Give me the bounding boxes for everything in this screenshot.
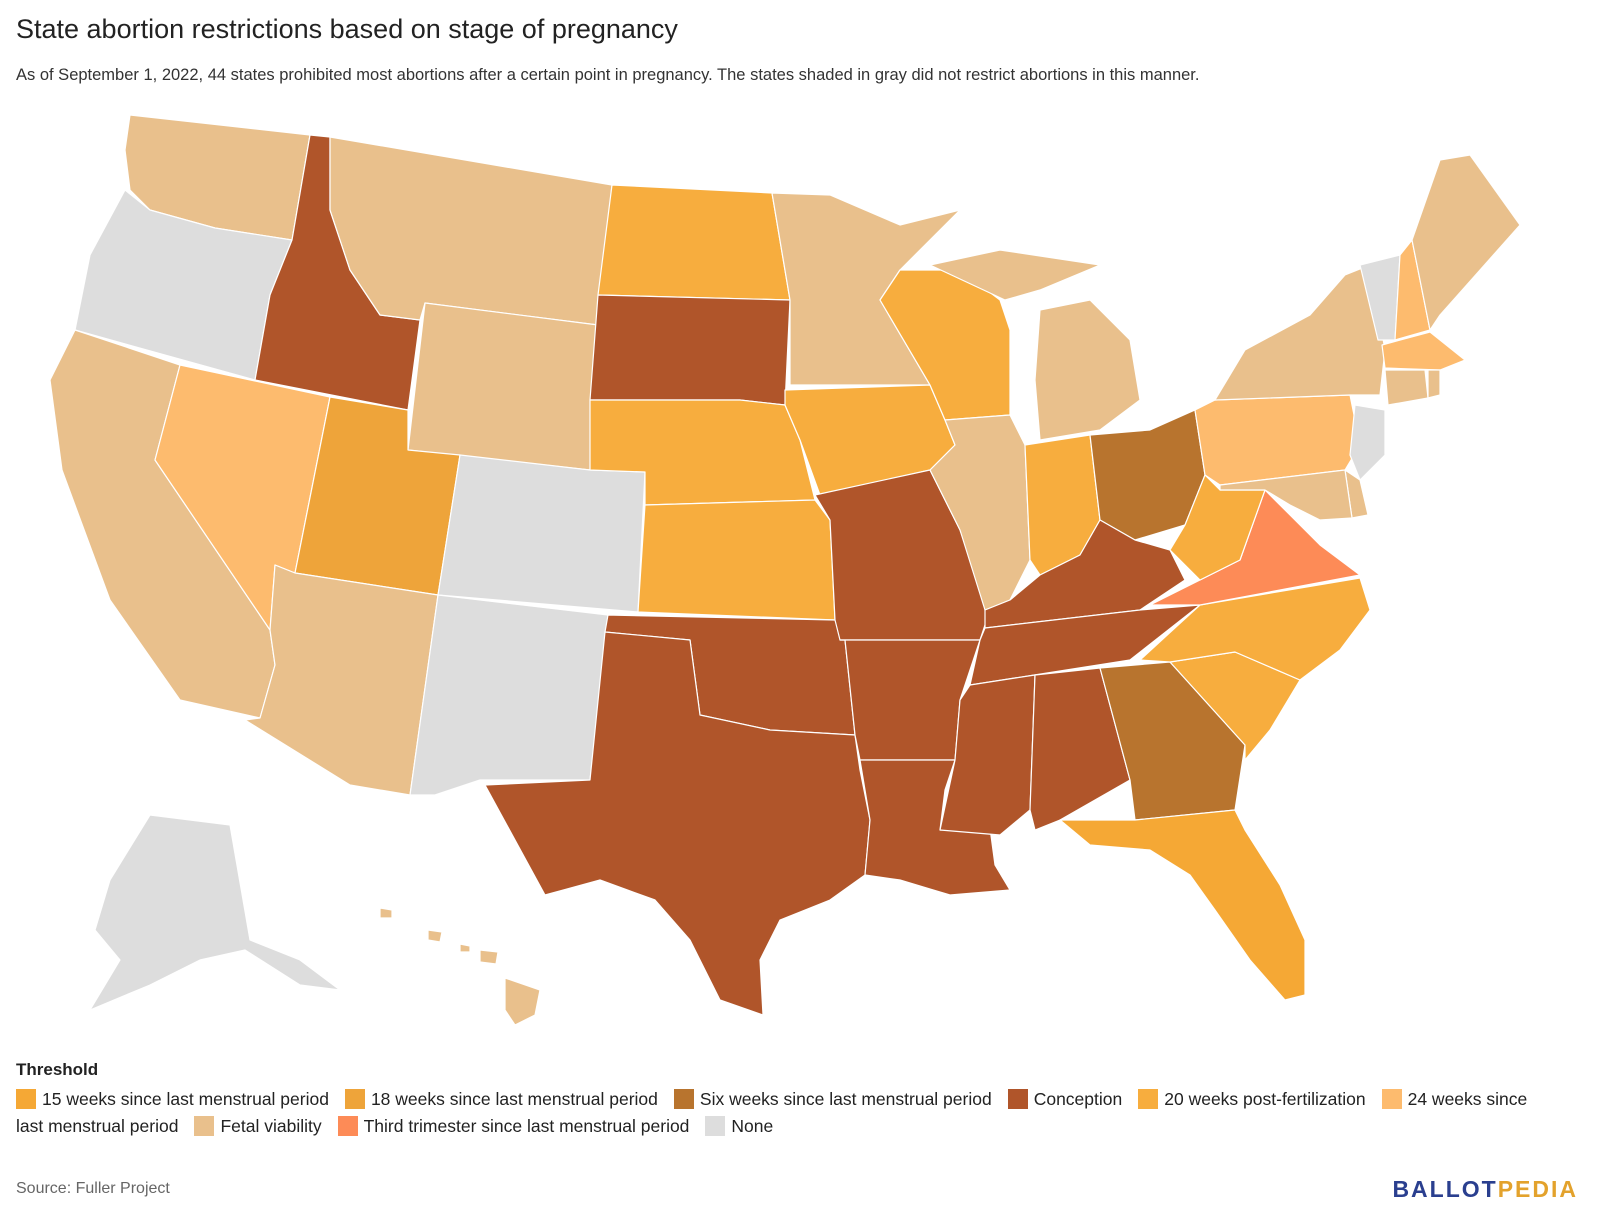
state-md: [1219, 469, 1353, 521]
legend-swatch: [337, 1116, 358, 1136]
state-tn: [969, 604, 1201, 686]
state-az: [244, 564, 439, 796]
legend-label: None: [731, 1116, 774, 1136]
state-mt: [329, 136, 613, 326]
state-sd: [589, 294, 791, 406]
legend-label: Third trimester since last menstrual per…: [363, 1116, 690, 1136]
state-ak: [89, 814, 341, 1011]
state-la: [859, 759, 1011, 896]
state-ct: [1384, 369, 1429, 406]
state-nm: [409, 594, 609, 796]
legend-swatch: [705, 1116, 726, 1136]
state-nd: [597, 184, 791, 301]
state-mi: [929, 249, 1141, 441]
legend-item: 15 weeks since last menstrual period: [16, 1089, 329, 1109]
source-note: Source: Fuller Project: [16, 1180, 170, 1197]
legend-item: Third trimester since last menstrual per…: [337, 1116, 690, 1136]
state-ks: [637, 499, 836, 621]
state-wv: [1169, 474, 1266, 581]
legend-item: Six weeks since last menstrual period: [673, 1089, 992, 1109]
state-tx: [484, 631, 871, 1016]
state-nj: [1349, 404, 1386, 481]
map-title: State abortion restrictions based on sta…: [16, 14, 678, 44]
legend-item: Fetal viability: [194, 1116, 322, 1136]
legend-swatch: [16, 1089, 36, 1109]
legend-item: None: [705, 1116, 773, 1136]
legend-title: Threshold: [16, 1060, 99, 1079]
legend-item: 18 weeks since last menstrual period: [344, 1089, 658, 1109]
legend-item: Conception: [1007, 1089, 1123, 1109]
legend-label: 24 weeks since last menstrual period: [16, 1089, 1528, 1136]
legend-label: 20 weeks post-fertilization: [1164, 1089, 1366, 1109]
map-legend: 15 weeks since last menstrual period 18 w…: [16, 1086, 1546, 1140]
legend-label: 15 weeks since last menstrual period: [42, 1089, 329, 1109]
legend-label: Six weeks since last menstrual period: [699, 1089, 992, 1109]
state-nc: [1139, 577, 1371, 681]
legend-swatch: [1381, 1089, 1402, 1109]
state-co: [437, 454, 646, 613]
legend-swatch: [194, 1116, 215, 1136]
state-me: [1411, 154, 1521, 331]
legend-item: 24 weeks since last menstrual period: [16, 1089, 1527, 1136]
legend-swatch: [1007, 1089, 1028, 1109]
map-subtitle: As of September 1, 2022, 44 states prohi…: [16, 66, 1200, 84]
ballotpedia-logo: BALLOTPEDIA: [1392, 1176, 1578, 1202]
legend-swatch: [344, 1089, 365, 1109]
state-hi: [379, 907, 541, 1026]
legend-item: 20 weeks post-fertilization: [1138, 1089, 1366, 1109]
state-wy: [407, 302, 599, 471]
legend-label: Fetal viability: [220, 1116, 322, 1136]
state-ny: [1214, 264, 1386, 401]
us-state-map: [49, 114, 1521, 1026]
state-ma: [1381, 331, 1466, 371]
state-fl: [1059, 809, 1306, 1001]
legend-swatch: [1138, 1089, 1159, 1109]
legend-label: 18 weeks since last menstrual period: [370, 1089, 658, 1109]
legend-label: Conception: [1033, 1089, 1123, 1109]
legend-swatch: [673, 1089, 694, 1109]
state-ri: [1427, 369, 1441, 399]
